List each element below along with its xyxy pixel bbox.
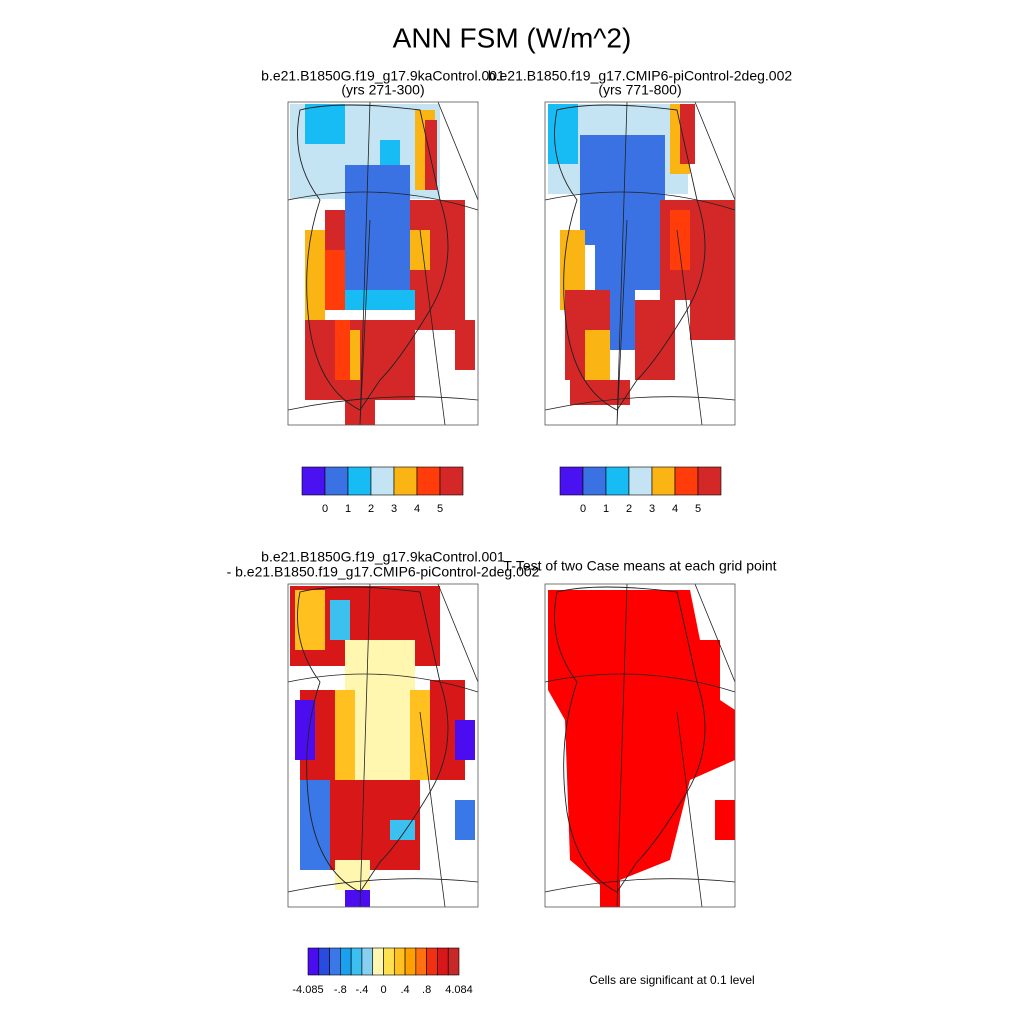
figure-title: ANN FSM (W/m^2) [393,22,632,53]
colorbar-tick-label: 3 [649,503,655,515]
colorbar-box [393,947,406,976]
panel-subtitle: - b.e21.B1850.f19_g17.CMIP6-piControl-2d… [227,564,540,580]
colorbar-box [393,466,418,496]
map-panel [287,583,479,908]
colorbar-box [697,466,722,496]
colorbar-tick-label: 2 [626,503,632,515]
colorbar-tick-label: -.8 [334,984,347,996]
panel-title: b.e21.B1850.f19_g17.CMIP6-piControl-2deg… [488,68,793,84]
colorbar-box [437,947,449,976]
colorbar-tick-label: 4 [414,503,420,515]
panel-title: b.e21.B1850G.f19_g17.9kaControl.001 [261,549,505,565]
colorbar-box [329,947,341,976]
colorbar-box [628,466,653,496]
colorbar-box [372,947,384,976]
colorbar-tick-label: .8 [422,984,431,996]
colorbar-box [559,466,584,496]
panel-subtitle: (yrs 771-800) [598,82,681,98]
panel-title: b.e21.B1850G.f19_g17.9kaControl.001 [261,68,505,84]
map-panel [544,101,736,426]
map-panel [544,583,736,908]
colorbar-box [447,947,460,976]
colorbar-box [582,466,607,496]
map-panel [287,101,479,426]
colorbar-box [318,947,330,976]
colorbar-box [439,466,464,496]
colorbar-box [350,947,363,976]
colorbar-tick-label: 3 [391,503,397,515]
colorbar-tick-label: 0 [380,984,386,996]
colorbar-tick-label: 5 [437,503,443,515]
colorbar-box [426,947,438,976]
colorbar-tick-label: 0 [580,503,586,515]
colorbar-tick-label: .4 [400,984,409,996]
colorbar-box [324,466,349,496]
colorbar-tick-label: 1 [345,503,351,515]
colorbar-box [415,947,427,976]
colorbar-tick-label: 4.084 [445,984,473,996]
colorbar-tick-label: 2 [368,503,374,515]
colorbar-box [651,466,676,496]
colorbar-box [340,947,352,976]
colorbar-box [370,466,395,496]
colorbar-tick-label: 5 [695,503,701,515]
colorbar-box [674,466,699,496]
colorbar-tick-label: -.4 [356,984,369,996]
colorbar-box [307,947,320,976]
colorbar-box [361,947,374,976]
colorbar-tick-label: 1 [603,503,609,515]
significance-note: Cells are significant at 0.1 level [589,973,754,987]
colorbar-tick-label: 0 [322,503,328,515]
colorbar-box [404,947,417,976]
colorbar-tick-label: -4.085 [292,984,323,996]
colorbar-tick-label: 4 [672,503,678,515]
colorbar-box [301,466,326,496]
colorbar-box [416,466,441,496]
panel-title: T-Test of two Case means at each grid po… [503,558,776,574]
colorbar-box [383,947,395,976]
colorbar-box [605,466,630,496]
colorbar-box [347,466,372,496]
panel-subtitle: (yrs 271-300) [341,82,424,98]
